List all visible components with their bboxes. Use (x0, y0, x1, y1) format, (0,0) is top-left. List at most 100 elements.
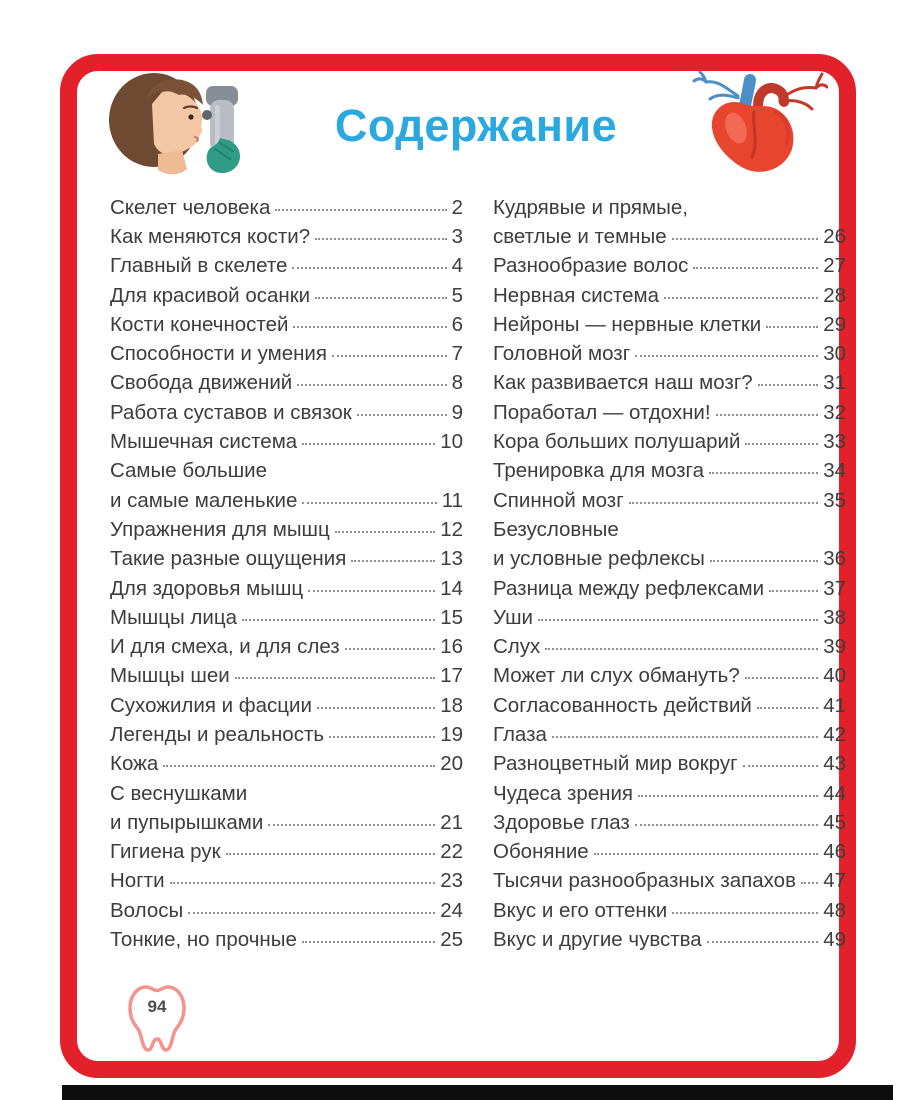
toc-leader-dots (188, 911, 436, 914)
toc-entry-page: 16 (440, 635, 463, 659)
toc-entry-page: 26 (823, 224, 846, 248)
toc-entry-page: 36 (823, 547, 846, 571)
toc-entry-label: Для красивой осанки (110, 283, 311, 307)
toc-entry-page: 30 (823, 342, 846, 366)
toc-leader-dots (315, 296, 447, 299)
toc-entry-page: 45 (823, 810, 846, 834)
toc-leader-dots (756, 706, 819, 709)
toc-entry: Может ли слух обмануть? 40 (493, 662, 846, 691)
header: Содержание (92, 64, 828, 188)
toc-entry: Спинной мозг 35 (493, 486, 846, 515)
toc-entry-label: Слух (493, 635, 541, 659)
toc-entry-page: 33 (823, 430, 846, 454)
toc-leader-dots (268, 823, 436, 826)
toc-leader-dots (706, 941, 819, 944)
toc-entry-page: 34 (823, 459, 846, 483)
toc-entry-label: Нейроны — нервные клетки (493, 312, 762, 336)
toc-leader-dots (715, 413, 819, 416)
toc-entry-label: Главный в скелете (110, 254, 288, 278)
toc-entry: и условные рефлексы 36 (493, 545, 846, 574)
toc-entry: и самые маленькие 11 (110, 486, 463, 515)
toc-entry-page: 19 (440, 722, 463, 746)
toc-entry: Уши 38 (493, 603, 846, 632)
toc-entry-label: Кудрявые и прямые, (493, 195, 688, 219)
eye-examination-illustration (92, 64, 272, 189)
toc-leader-dots (334, 530, 436, 533)
toc-entry: Кудрявые и прямые, (493, 193, 846, 222)
toc-entry-label: И для смеха, и для слез (110, 635, 340, 659)
toc-entry-page: 4 (451, 254, 463, 278)
toc-leader-dots (593, 853, 819, 856)
toc-entry-page: 38 (823, 605, 846, 629)
toc-entry-page: 10 (440, 430, 463, 454)
toc-entry-page: 43 (823, 752, 846, 776)
toc-leader-dots (275, 208, 447, 211)
toc-entry-label: Скелет человека (110, 195, 271, 219)
toc-entry: Тренировка для мозга 34 (493, 457, 846, 486)
toc-leader-dots (664, 296, 819, 299)
toc-entry-label: Глаза (493, 722, 547, 746)
toc-entry-label: Мышечная система (110, 430, 298, 454)
toc-entry: Вкус и его оттенки 48 (493, 896, 846, 925)
toc-entry-label: Кости конечностей (110, 312, 289, 336)
toc-leader-dots (742, 765, 819, 768)
toc-leader-dots (545, 648, 819, 651)
toc-entry-label: Кора больших полушарий (493, 430, 741, 454)
toc-leader-dots (169, 882, 436, 885)
toc-entry-label: Мышцы лица (110, 605, 237, 629)
toc-entry: Разница между рефлексами 37 (493, 574, 846, 603)
toc-entry: Чудеса зрения 44 (493, 779, 846, 808)
toc-leader-dots (297, 384, 447, 387)
toc-entry-page: 48 (823, 898, 846, 922)
toc-leader-dots (744, 677, 819, 680)
toc-entry: Разноцветный мир вокруг 43 (493, 750, 846, 779)
toc-leader-dots (671, 237, 819, 240)
toc-entry-page: 23 (440, 869, 463, 893)
toc-entry-label: Легенды и реальность (110, 722, 325, 746)
toc-entry-page: 37 (823, 576, 846, 600)
toc-entry: Для здоровья мышц 14 (110, 574, 463, 603)
toc-entry-page: 22 (440, 840, 463, 864)
page-frame (60, 54, 856, 1078)
tooth-page-number-badge: 94 (121, 981, 193, 1062)
toc-entry: Легенды и реальность 19 (110, 720, 463, 749)
toc-entry-label: Согласованность действий (493, 693, 752, 717)
toc-entry: Мышцы шеи 17 (110, 662, 463, 691)
toc-entry-page: 17 (440, 664, 463, 688)
anatomical-heart-illustration (680, 70, 828, 182)
toc-leader-dots (344, 648, 436, 651)
toc-entry-page: 25 (440, 928, 463, 952)
toc-leader-dots (292, 267, 447, 270)
toc-leader-dots (241, 618, 436, 621)
toc-leader-dots (634, 823, 819, 826)
toc-leader-dots (163, 765, 436, 768)
toc-entry: Для красивой осанки 5 (110, 281, 463, 310)
toc-entry-label: Как развивается наш мозг? (493, 371, 753, 395)
toc-entry-label: Может ли слух обмануть? (493, 664, 740, 688)
tooth-icon (128, 985, 186, 1052)
toc-entry: и пупырышками 21 (110, 808, 463, 837)
toc-entry: Мышечная система 10 (110, 427, 463, 456)
toc-entry-page: 49 (823, 928, 846, 952)
toc-entry: Кожа 20 (110, 750, 463, 779)
toc-entry-page: 6 (451, 312, 463, 336)
toc-entry: Упражнения для мышц 12 (110, 515, 463, 544)
toc-entry: Мышцы лица 15 (110, 603, 463, 632)
table-of-contents: Скелет человека 2 Как меняются кости? 3 Глав… (110, 193, 846, 955)
toc-entry: Гигиена рук 22 (110, 838, 463, 867)
toc-entry: Безусловные (493, 515, 846, 544)
toc-leader-dots (351, 560, 436, 563)
toc-entry-label: Разница между рефлексами (493, 576, 765, 600)
toc-entry-label: Разнообразие волос (493, 254, 689, 278)
toc-entry-label: Безусловные (493, 517, 619, 541)
toc-entry: Нейроны — нервные клетки 29 (493, 310, 846, 339)
toc-entry-page: 47 (823, 869, 846, 893)
toc-entry-label: Упражнения для мышц (110, 517, 330, 541)
toc-entry: Глаза 42 (493, 720, 846, 749)
toc-leader-dots (315, 237, 447, 240)
toc-entry-label: и условные рефлексы (493, 547, 705, 571)
toc-entry: Тысячи разнообразных запахов 47 (493, 867, 846, 896)
toc-entry-label: Тонкие, но прочные (110, 928, 297, 952)
toc-entry-label: Вкус и другие чувства (493, 928, 702, 952)
toc-entry-page: 27 (823, 254, 846, 278)
